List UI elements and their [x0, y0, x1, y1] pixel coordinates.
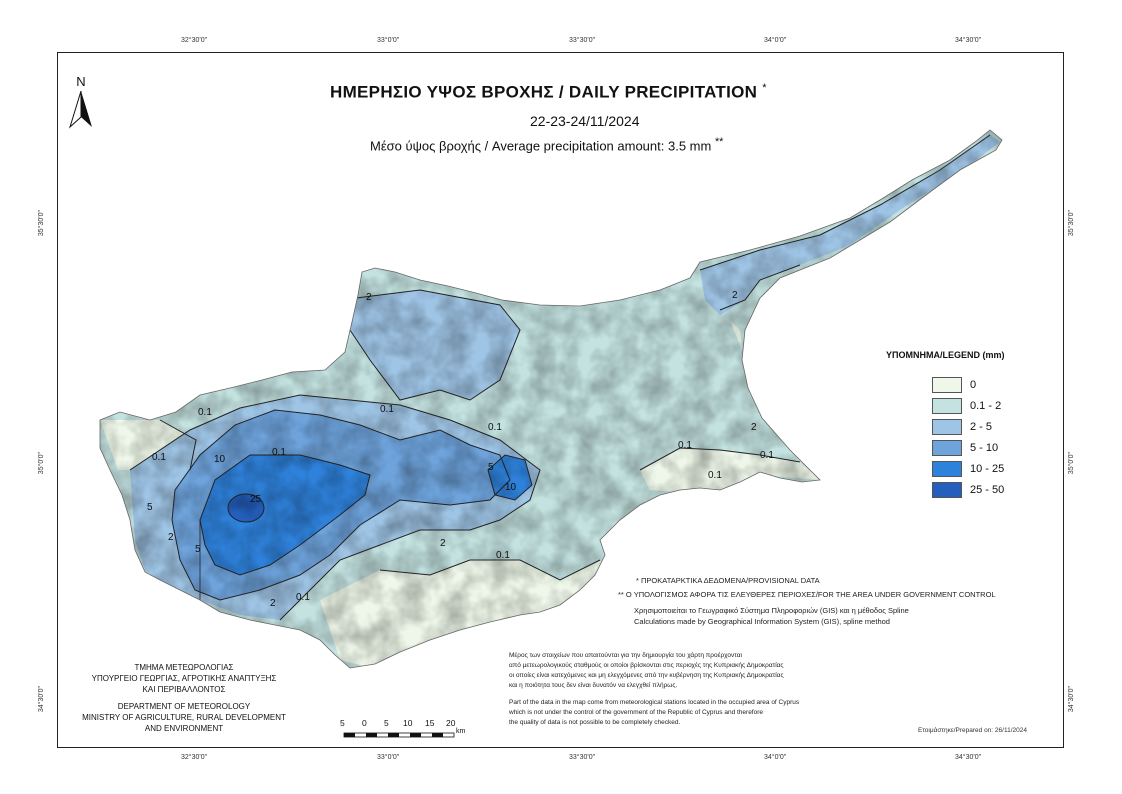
legend-label: 25 - 50	[970, 483, 1005, 496]
government-note: ** Ο ΥΠΟΛΟΓΙΣΜΟΣ ΑΦΟΡΑ ΤΙΣ ΕΛΕΥΘΕΡΕΣ ΠΕΡ…	[618, 590, 996, 599]
north-label: N	[76, 74, 86, 89]
prepared-date: Ετοιμάστηκε/Prepared on: 26/11/2024	[918, 727, 1027, 734]
department-line: MINISTRY OF AGRICULTURE, RURAL DEVELOPME…	[82, 713, 286, 722]
coord-top-5: 34°30'0"	[955, 37, 982, 44]
contour-label: 10	[214, 454, 226, 465]
contour-label: 5	[195, 544, 201, 555]
scale-label: 0	[362, 718, 367, 728]
gis-note-english: Calculations made by Geographical Inform…	[634, 617, 890, 626]
department-line: ΚΑΙ ΠΕΡΙΒΑΛΛΟΝΤΟΣ	[142, 685, 226, 694]
legend-item: 25 - 50	[932, 479, 1004, 500]
map-title: ΗΜΕΡΗΣΙΟ ΥΨΟΣ ΒΡΟΧΗΣ / DAILY PRECIPITATI…	[330, 82, 767, 103]
data-note-greek-4: και η ποιότητα τους δεν είναι δυνατόν να…	[509, 682, 678, 689]
provisional-note: * ΠΡΟΚΑΤΑΡΚΤΙΚΑ ΔΕΔΟΜΕΝΑ/PROVISIONAL DAT…	[636, 576, 820, 585]
north-arrow: N	[68, 74, 94, 134]
title-footnote-mark: *	[762, 82, 767, 94]
legend-item: 2 - 5	[932, 416, 1004, 437]
coord-bottom-5: 34°30'0"	[955, 754, 982, 761]
contour-label: 25	[250, 494, 262, 505]
coord-top-1: 32°30'0"	[181, 37, 208, 44]
coastline	[99, 129, 1003, 669]
north-arrow-icon	[68, 90, 92, 129]
legend-swatch	[932, 460, 962, 477]
contour-label: 2	[168, 532, 174, 543]
scale-label: 20	[446, 718, 456, 728]
average-precipitation: Μέσο ύψος βροχής / Average precipitation…	[370, 136, 723, 153]
contour-label: 10	[505, 482, 517, 493]
legend-item: 0	[932, 374, 1004, 395]
data-note-english-2: which is not under the control of the go…	[509, 709, 764, 716]
contour-label: 2	[270, 598, 276, 609]
map-title-text: ΗΜΕΡΗΣΙΟ ΥΨΟΣ ΒΡΟΧΗΣ / DAILY PRECIPITATI…	[330, 82, 758, 102]
map-frame	[57, 52, 1064, 748]
coord-bottom-2: 33°0'0"	[377, 754, 400, 761]
legend-label: 2 - 5	[970, 420, 993, 433]
scale-unit: km	[456, 728, 466, 735]
scale-label: 5	[340, 718, 345, 728]
data-note-greek-2: από μετεωρολογικούς σταθμούς οι οποίοι β…	[509, 662, 784, 669]
department-line: AND ENVIRONMENT	[144, 724, 224, 733]
coord-top-2: 33°0'0"	[377, 37, 400, 44]
coord-top-3: 33°30'0"	[569, 37, 596, 44]
contour-label: 0.1	[708, 470, 722, 481]
gis-note-greek: Χρησιμοποιείται το Γεωγραφικό Σύστημα Πλ…	[634, 606, 909, 615]
map-date: 22-23-24/11/2024	[530, 113, 640, 129]
legend-item: 0.1 - 2	[932, 395, 1004, 416]
contour-label: 0.1	[678, 440, 692, 451]
legend-title: ΥΠΟΜΝΗΜΑ/LEGEND (mm)	[886, 350, 1005, 360]
department-block: ΤΜΗΜΑ ΜΕΤΕΩΡΟΛΟΓΙΑΣ ΥΠΟΥΡΓΕΙΟ ΓΕΩΡΓΙΑΣ, …	[66, 662, 302, 734]
average-footnote-mark: **	[714, 136, 724, 148]
scale-bar-graphic	[343, 732, 455, 738]
department-line: ΥΠΟΥΡΓΕΙΟ ΓΕΩΡΓΙΑΣ, ΑΓΡΟΤΙΚΗΣ ΑΝΑΠΤΥΞΗΣ	[91, 674, 277, 683]
contour-label: 2	[732, 290, 738, 301]
contour-label: 5	[147, 502, 153, 513]
legend-swatch	[932, 397, 962, 414]
coord-bottom-1: 32°30'0"	[181, 754, 208, 761]
department-line: DEPARTMENT OF METEOROLOGY	[117, 702, 251, 711]
legend-swatch	[932, 418, 962, 435]
legend-label: 5 - 10	[970, 441, 999, 454]
contour-label: 2	[366, 292, 372, 303]
legend-swatch	[932, 439, 962, 456]
contour-label: 2	[440, 538, 446, 549]
scale-label: 10	[403, 718, 413, 728]
data-note-greek-1: Μέρος των στοιχείων που απαιτούνται για …	[509, 652, 742, 659]
contour-label: 2	[751, 422, 757, 433]
legend-label: 0.1 - 2	[970, 399, 1002, 412]
data-note-english-3: the quality of data is not possible to b…	[509, 719, 681, 726]
scale-label: 15	[425, 718, 435, 728]
contour-label: 0.1	[152, 452, 166, 463]
data-note-greek-3: οι οποίες είναι κατεχόμενες και μη ελεγχ…	[509, 672, 784, 679]
coord-top-4: 34°0'0"	[764, 37, 787, 44]
legend-swatch	[932, 376, 962, 393]
contour-label: 0.1	[198, 407, 212, 418]
average-precipitation-text: Μέσο ύψος βροχής / Average precipitation…	[370, 138, 712, 154]
contour-label: 0.1	[272, 447, 286, 458]
coord-bottom-4: 34°0'0"	[764, 754, 787, 761]
contour-label: 5	[488, 462, 494, 473]
contour-label: 0.1	[488, 422, 502, 433]
coord-bottom-3: 33°30'0"	[569, 754, 596, 761]
scale-bar: 5 0 5 10 15 20 km	[340, 718, 470, 740]
contour-label: 0.1	[496, 550, 510, 561]
scale-label: 5	[384, 718, 389, 728]
legend-swatch	[932, 481, 962, 498]
contour-label: 0.1	[380, 404, 394, 415]
contour-label-group: 2 2 0.1 0.1 0.1 0.1 0.1 0.1 0.1 0.1 10 1…	[147, 290, 774, 609]
data-note-english-1: Part of the data in the map come from me…	[509, 699, 800, 706]
legend-item: 5 - 10	[932, 437, 1004, 458]
legend-label: 10 - 25	[970, 462, 1005, 475]
legend-label: 0	[970, 378, 977, 391]
department-line: ΤΜΗΜΑ ΜΕΤΕΩΡΟΛΟΓΙΑΣ	[134, 663, 234, 672]
legend-item: 10 - 25	[932, 458, 1004, 479]
contour-label: 0.1	[296, 592, 310, 603]
legend: 0 0.1 - 2 2 - 5 5 - 10 10 - 25 25 - 50	[932, 374, 1004, 500]
contour-lines	[129, 134, 991, 621]
contour-label: 0.1	[760, 450, 774, 461]
